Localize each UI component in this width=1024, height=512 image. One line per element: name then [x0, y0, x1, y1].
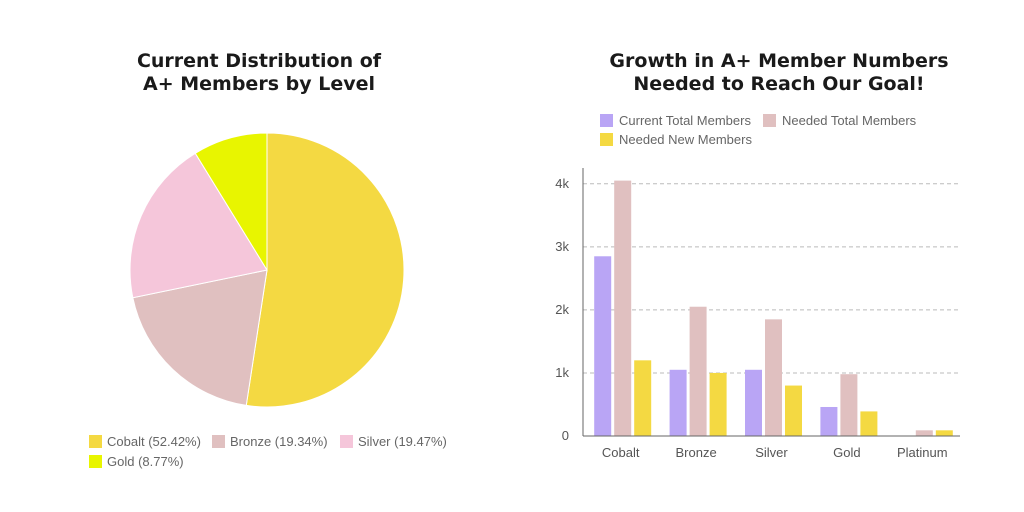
- pie-legend-swatch-silver: [340, 435, 353, 448]
- pie-legend: Cobalt (52.42%) Bronze (19.34%) Silver (19…: [89, 434, 447, 469]
- pie-slices: [129, 132, 405, 408]
- bar-platinum-needed-new-members: [935, 430, 953, 436]
- bar-cobalt-needed-new-members: [634, 360, 652, 436]
- bar-legend: Current Total Members Needed Total Member…: [600, 113, 917, 147]
- bar-legend-label-needed-total-members: Needed Total Members: [782, 113, 917, 128]
- x-tick-label-platinum: Platinum: [897, 445, 948, 460]
- bar-cobalt-needed-total-members: [614, 180, 632, 436]
- pie-legend-swatch-cobalt: [89, 435, 102, 448]
- bar-bronze-needed-new-members: [709, 372, 727, 436]
- bar-silver-needed-new-members: [785, 385, 802, 436]
- bar-platinum-needed-total-members: [915, 430, 933, 436]
- y-tick-label-4k: 4k: [555, 176, 569, 191]
- pie-legend-swatch-gold: [89, 455, 102, 468]
- pie-slice-bronze: [132, 269, 268, 406]
- x-tick-label-cobalt: Cobalt: [602, 445, 640, 460]
- pie-slice-silver: [129, 152, 268, 299]
- x-tick-label-silver: Silver: [755, 445, 788, 460]
- pie-chart: Current Distribution of A+ Members by Le…: [89, 50, 447, 469]
- y-tick-label-2k: 2k: [555, 302, 569, 317]
- y-tick-label-3k: 3k: [555, 239, 569, 254]
- bar-chart: Growth in A+ Member Numbers Needed to Re…: [555, 50, 960, 460]
- bar-legend-swatch-current-total-members: [600, 114, 613, 127]
- bar-silver-needed-total-members: [765, 319, 782, 436]
- pie-chart-title-line-2: A+ Members by Level: [143, 73, 375, 95]
- bar-bronze-needed-total-members: [689, 306, 707, 436]
- bar-gold-current-total-members: [820, 406, 838, 436]
- pie-legend-swatch-bronze: [212, 435, 225, 448]
- y-tick-label-0: 0: [562, 428, 569, 443]
- bar-legend-swatch-needed-new-members: [600, 133, 613, 146]
- bar-marks: [594, 180, 953, 436]
- pie-legend-label-cobalt: Cobalt (52.42%): [107, 434, 201, 449]
- bar-cobalt-current-total-members: [594, 256, 612, 436]
- pie-chart-title-line-1: Current Distribution of: [137, 50, 382, 72]
- bar-x-axis: Cobalt Bronze Silver Gold Platinum: [602, 445, 948, 460]
- bar-legend-label-needed-new-members: Needed New Members: [619, 132, 752, 147]
- pie-legend-label-bronze: Bronze (19.34%): [230, 434, 328, 449]
- pie-legend-label-silver: Silver (19.47%): [358, 434, 447, 449]
- pie-slice-gold: [194, 132, 268, 272]
- bar-y-axis: 0 1k 2k 3k 4k: [555, 176, 569, 443]
- x-tick-label-bronze: Bronze: [675, 445, 716, 460]
- bar-gold-needed-new-members: [860, 411, 878, 436]
- bar-chart-title-line-2: Needed to Reach Our Goal!: [633, 73, 924, 95]
- bar-chart-title-line-1: Growth in A+ Member Numbers: [609, 50, 948, 72]
- bar-silver-current-total-members: [745, 369, 762, 436]
- y-tick-label-1k: 1k: [555, 365, 569, 380]
- bar-gold-needed-total-members: [840, 374, 858, 436]
- bar-bronze-current-total-members: [669, 369, 687, 436]
- bar-legend-swatch-needed-total-members: [763, 114, 776, 127]
- bar-legend-label-current-total-members: Current Total Members: [619, 113, 751, 128]
- pie-slice-cobalt: [245, 132, 405, 408]
- x-tick-label-gold: Gold: [833, 445, 860, 460]
- pie-legend-label-gold: Gold (8.77%): [107, 454, 184, 469]
